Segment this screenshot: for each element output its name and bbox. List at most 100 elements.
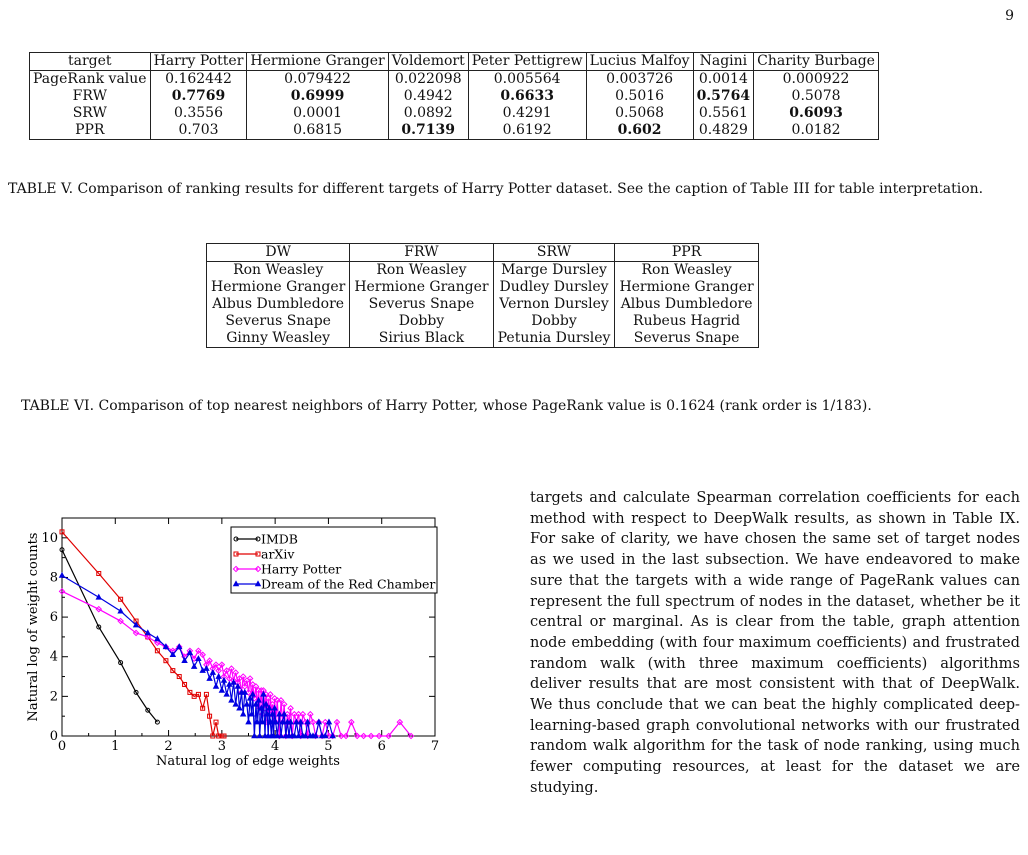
data-point bbox=[232, 700, 239, 707]
data-point bbox=[251, 732, 258, 739]
data-point bbox=[216, 733, 222, 739]
data-point bbox=[245, 718, 252, 725]
table-cell: 0.703 bbox=[149, 122, 248, 140]
data-point bbox=[175, 643, 183, 651]
row-label: FRW bbox=[29, 88, 151, 105]
data-point bbox=[218, 661, 226, 668]
data-point bbox=[264, 695, 272, 702]
data-point bbox=[190, 662, 198, 669]
data-point bbox=[195, 655, 202, 662]
data-point bbox=[132, 629, 140, 637]
data-point bbox=[162, 643, 170, 650]
y-tick-label: 2 bbox=[50, 689, 58, 704]
data-point bbox=[199, 651, 206, 659]
data-point bbox=[59, 529, 65, 535]
table-cell: 0.6815 bbox=[246, 122, 389, 140]
data-point bbox=[353, 732, 361, 740]
table-cell: 0.0014 bbox=[692, 70, 755, 88]
table-cell: Rubeus Hagrid bbox=[614, 313, 759, 330]
table-cell: Ron Weasley bbox=[349, 261, 494, 279]
table-row: Severus Snape Dobby Dobby Rubeus Hagrid bbox=[205, 313, 759, 330]
data-point bbox=[170, 668, 176, 674]
data-point bbox=[309, 718, 317, 726]
data-point bbox=[95, 605, 103, 613]
data-point bbox=[312, 732, 319, 739]
data-point bbox=[215, 672, 222, 679]
table-v-header-cell: Lucius Malfoy bbox=[585, 52, 694, 71]
table-cell: 0.3556 bbox=[149, 105, 248, 122]
data-point bbox=[348, 718, 355, 726]
table-v-header-cell: Hermione Granger bbox=[246, 52, 389, 71]
data-point bbox=[267, 691, 274, 698]
data-point bbox=[274, 732, 281, 739]
y-tick-label: 4 bbox=[50, 650, 58, 665]
data-point bbox=[207, 713, 213, 719]
x-tick-label: 5 bbox=[324, 739, 332, 754]
table-cell: Dudley Dursley bbox=[492, 279, 616, 296]
data-point bbox=[223, 667, 230, 674]
table-cell: Dobby bbox=[349, 313, 494, 330]
table-cell: 0.0892 bbox=[387, 105, 469, 122]
table-cell: 0.5764 bbox=[692, 88, 755, 105]
data-point bbox=[239, 673, 247, 680]
data-point bbox=[144, 629, 152, 636]
y-tick-label: 0 bbox=[50, 729, 58, 744]
x-tick-label: 6 bbox=[378, 739, 386, 754]
data-point bbox=[279, 718, 286, 725]
data-point bbox=[252, 700, 260, 707]
legend-marker bbox=[233, 536, 239, 542]
table-row: Ginny Weasley Sirius Black Petunia Dursley… bbox=[205, 330, 759, 348]
y-tick-label: 6 bbox=[50, 610, 58, 625]
table-cell: Severus Snape bbox=[205, 313, 351, 330]
data-point bbox=[58, 571, 66, 578]
data-point bbox=[293, 718, 300, 725]
data-point bbox=[195, 691, 201, 697]
data-point bbox=[181, 657, 188, 663]
legend-marker bbox=[255, 536, 261, 542]
table-v-header-cell: Charity Burbage bbox=[753, 52, 879, 71]
legend-marker bbox=[233, 551, 239, 557]
data-point bbox=[263, 710, 271, 717]
table-row: Ron Weasley Ron Weasley Marge Dursley Ron W… bbox=[205, 261, 759, 279]
data-point bbox=[117, 607, 124, 614]
table-cell: Hermione Granger bbox=[349, 279, 494, 296]
page-number: 9 bbox=[1005, 8, 1014, 24]
table-cell: 0.5068 bbox=[585, 105, 694, 122]
data-point bbox=[234, 682, 242, 689]
table-cell: 0.5016 bbox=[585, 88, 694, 105]
table-vi: DW FRW SRW PPR Ron Weasley Ron Weasley Marge … bbox=[205, 243, 759, 348]
table-cell: 0.005564 bbox=[467, 70, 587, 88]
table-cell: 0.6633 bbox=[467, 88, 587, 105]
table-v-header-cell: Voldemort bbox=[387, 52, 469, 71]
table-cell: Sirius Black bbox=[349, 330, 494, 348]
data-point bbox=[249, 681, 257, 688]
table-v-header-cell: target bbox=[29, 52, 151, 71]
data-point bbox=[206, 674, 213, 681]
data-point bbox=[329, 732, 336, 739]
table-cell: Ron Weasley bbox=[614, 261, 759, 279]
table-cell: Marge Dursley bbox=[492, 261, 616, 279]
table-cell: 0.022098 bbox=[387, 70, 469, 88]
data-point bbox=[246, 694, 254, 701]
row-label: SRW bbox=[29, 105, 151, 122]
data-point bbox=[259, 718, 266, 725]
table-cell: Severus Snape bbox=[349, 296, 494, 313]
table-row: Albus Dumbledore Severus Snape Vernon Durs… bbox=[205, 296, 759, 313]
data-point bbox=[212, 661, 220, 668]
table-v-header-cell: Nagini bbox=[692, 52, 755, 71]
table-cell: 0.4942 bbox=[387, 88, 469, 105]
legend-marker bbox=[254, 565, 262, 573]
data-point bbox=[182, 681, 188, 687]
legend-label: Dream of the Red Chamber bbox=[261, 577, 435, 592]
data-point bbox=[58, 588, 66, 595]
table-cell: 0.0182 bbox=[753, 122, 879, 140]
x-tick-label: 7 bbox=[431, 739, 439, 754]
data-point bbox=[213, 719, 219, 725]
data-point bbox=[96, 624, 102, 630]
data-point bbox=[271, 704, 278, 711]
data-point bbox=[59, 547, 65, 553]
data-point bbox=[154, 639, 161, 647]
table-vi-header-cell: FRW bbox=[349, 243, 494, 262]
table-cell: 0.5561 bbox=[692, 105, 755, 122]
table-cell: 0.7139 bbox=[387, 122, 469, 140]
